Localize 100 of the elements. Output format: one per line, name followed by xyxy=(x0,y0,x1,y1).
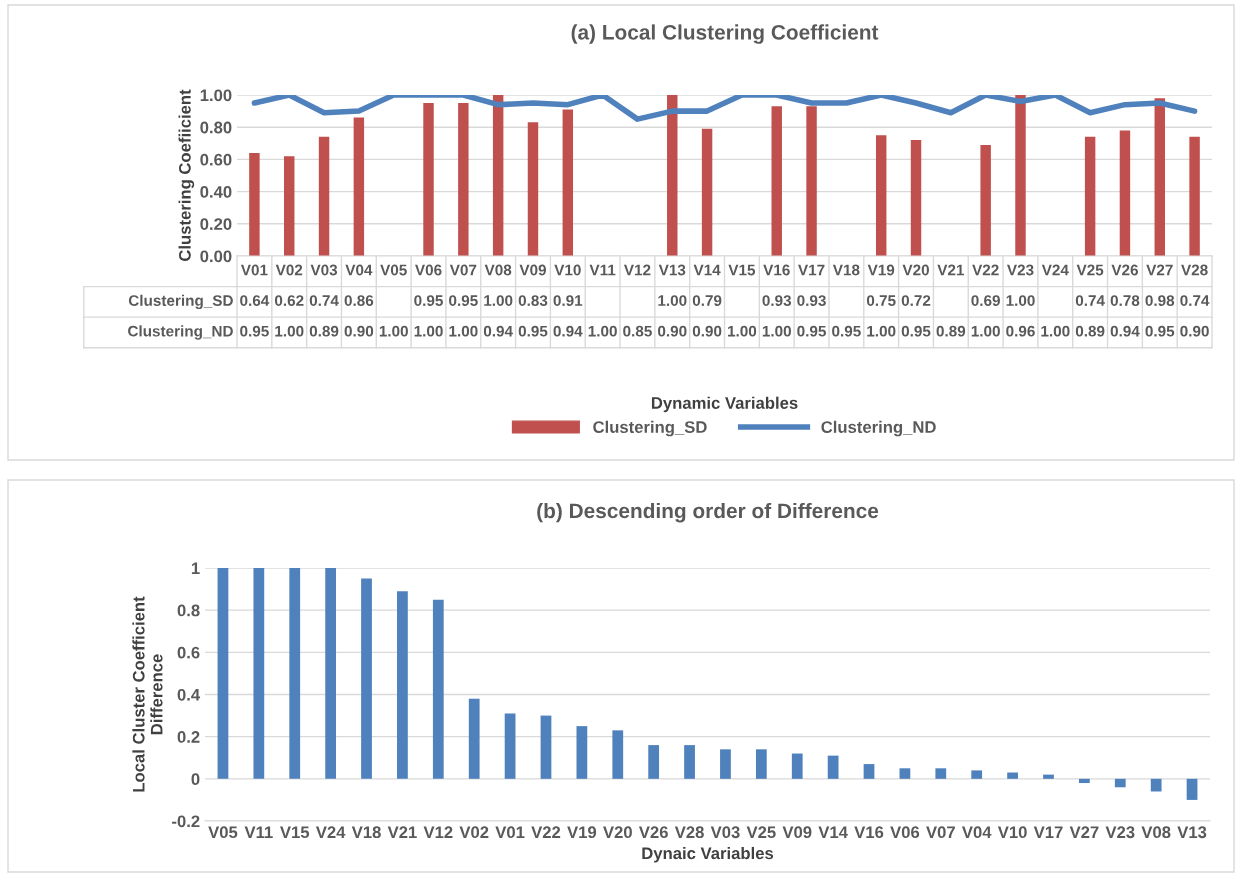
bar xyxy=(576,726,588,779)
y-axis-title: Clustering Coefiicient xyxy=(178,89,195,261)
bar xyxy=(527,122,539,256)
bar xyxy=(318,136,330,256)
bar xyxy=(1114,778,1126,788)
y-tick-label: 1.00 xyxy=(200,89,232,102)
bar xyxy=(397,591,408,779)
x-tick-label: V09 xyxy=(782,826,812,839)
data-label: 0.62 xyxy=(274,295,304,306)
data-label: 1.00 xyxy=(728,325,757,337)
bar xyxy=(684,745,695,779)
y-tick-label: 0.20 xyxy=(200,218,232,230)
y-tick-label: 0.80 xyxy=(200,121,232,134)
data-label: 0.93 xyxy=(762,295,792,307)
x-tick-label: V26 xyxy=(638,826,668,839)
data-label: 0.95 xyxy=(518,325,548,337)
x-tick-label: V13 xyxy=(658,264,686,276)
text: Clustering_ND xyxy=(128,325,233,340)
x-tick-label: V20 xyxy=(902,264,929,276)
x-tick-label: V10 xyxy=(997,826,1027,839)
bar xyxy=(423,103,434,256)
bar xyxy=(980,144,991,256)
data-label: 1.00 xyxy=(1006,295,1035,306)
data-label: 0.93 xyxy=(797,295,826,307)
data-label: 1.00 xyxy=(1041,325,1070,337)
x-tick-label: V19 xyxy=(867,264,895,276)
x-tick-label: V18 xyxy=(832,264,860,276)
x-tick-label: V27 xyxy=(1069,826,1099,838)
x-tick-label: V05 xyxy=(208,826,238,839)
x-tick-label: V04 xyxy=(345,264,373,276)
bar xyxy=(492,95,504,256)
bar xyxy=(1186,778,1198,800)
bar xyxy=(935,768,947,779)
x-tick-label: V04 xyxy=(961,826,992,839)
data-label: 0.95 xyxy=(1145,325,1175,337)
bar xyxy=(253,568,265,779)
chart-title: (a) Local Clustering Coefficient xyxy=(571,24,879,44)
bar xyxy=(1043,774,1054,779)
x-tick-label: V15 xyxy=(728,264,756,276)
x-tick-label: V28 xyxy=(1181,264,1208,276)
bar xyxy=(432,599,444,779)
x-tick-label: V16 xyxy=(763,264,790,276)
x-tick-label: V02 xyxy=(459,826,489,839)
data-label: 1.00 xyxy=(971,325,1000,337)
y-tick-label: 0.40 xyxy=(200,186,232,198)
x-tick-label: V01 xyxy=(495,826,525,839)
bar xyxy=(353,117,365,256)
x-tick-label: V15 xyxy=(280,826,310,839)
x-tick-label: V05 xyxy=(380,264,407,276)
y-tick-label: 0.8 xyxy=(177,604,200,617)
bar xyxy=(1084,136,1096,256)
data-label: 0.91 xyxy=(553,295,583,306)
bar xyxy=(863,764,875,779)
data-label: 1.00 xyxy=(414,325,443,337)
x-tick-label: V20 xyxy=(603,826,632,839)
data-label: 0.95 xyxy=(901,325,931,337)
bar xyxy=(1007,772,1018,779)
data-label: 0.94 xyxy=(553,325,583,337)
x-tick-label: V21 xyxy=(387,826,417,838)
bar xyxy=(504,713,516,779)
bar xyxy=(612,730,624,779)
x-tick-label: V25 xyxy=(746,826,776,839)
bar xyxy=(1154,98,1165,256)
data-label: 0.95 xyxy=(240,325,269,337)
data-label: 0.96 xyxy=(1006,325,1035,337)
bar xyxy=(771,106,782,256)
x-tick-label: V03 xyxy=(710,826,740,839)
data-label: 0.94 xyxy=(483,325,513,337)
data-label: 0.78 xyxy=(1110,295,1140,306)
data-label: 0.85 xyxy=(623,325,652,337)
data-label: 0.90 xyxy=(658,325,687,337)
data-label: 1.00 xyxy=(379,325,408,337)
x-tick-label: V16 xyxy=(854,826,884,839)
bar xyxy=(1119,130,1131,256)
bar xyxy=(289,568,301,779)
bar xyxy=(468,698,480,779)
data-label: 0.90 xyxy=(344,325,374,337)
bar xyxy=(1078,778,1090,784)
x-tick-label: V02 xyxy=(275,264,303,276)
data-label: 0.90 xyxy=(1180,325,1209,337)
bar xyxy=(249,152,260,256)
bar xyxy=(361,578,372,779)
x-tick-label: V11 xyxy=(589,264,616,276)
data-label: 0.95 xyxy=(449,295,478,306)
x-tick-label: V17 xyxy=(798,264,825,276)
bar xyxy=(791,753,803,779)
x-tick-label: V01 xyxy=(240,264,268,276)
data-label: 1.00 xyxy=(762,325,791,337)
bar xyxy=(806,106,817,256)
y-tick-label: 0 xyxy=(191,773,200,786)
chart-title: (b) Descending order of Difference xyxy=(537,502,879,523)
data-label: 0.94 xyxy=(1110,325,1140,337)
x-tick-label: V23 xyxy=(1007,264,1034,276)
bar xyxy=(1150,778,1162,792)
data-label: 0.89 xyxy=(1075,325,1105,337)
data-label: 1.00 xyxy=(658,295,687,306)
legend-label: Clustering_SD xyxy=(593,420,707,437)
data-label: 1.00 xyxy=(867,325,896,337)
y-tick-label: 0.60 xyxy=(200,153,232,166)
data-label: 0.98 xyxy=(1145,295,1175,306)
